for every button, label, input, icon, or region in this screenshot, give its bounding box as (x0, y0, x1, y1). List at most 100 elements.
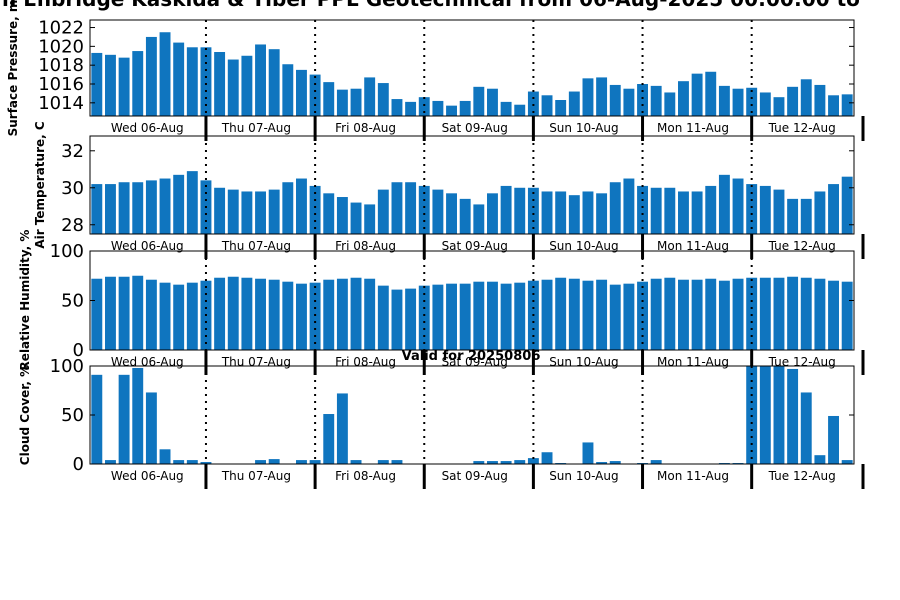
bar (828, 95, 839, 116)
bar (828, 184, 839, 234)
bar (173, 42, 185, 117)
day-label: Tue 12-Aug (768, 469, 836, 483)
y-tick-label: 1016 (38, 74, 84, 95)
bar (255, 460, 266, 464)
bar (541, 279, 553, 350)
bar (718, 280, 730, 350)
plot-frame (89, 19, 855, 117)
bar (473, 86, 485, 116)
bar (746, 184, 758, 234)
y-tick-label: 32 (61, 141, 84, 162)
bar (350, 460, 362, 464)
bar (623, 88, 635, 116)
bar (473, 281, 485, 350)
bar (596, 77, 608, 116)
bar (446, 105, 457, 116)
bar (841, 94, 853, 116)
bar (473, 204, 485, 234)
bar (527, 91, 539, 116)
bar (705, 71, 717, 116)
bar (773, 366, 785, 464)
day-label: Wed 06-Aug (111, 469, 184, 483)
bar (214, 277, 226, 350)
bar (596, 462, 608, 464)
bar (418, 185, 430, 234)
bar (527, 458, 539, 464)
bar (664, 187, 676, 234)
bar (787, 86, 799, 116)
y-axis-label: Cloud Cover, % (18, 365, 32, 465)
bar (118, 57, 130, 116)
bar (105, 54, 116, 116)
bar (446, 193, 457, 234)
bar (514, 187, 526, 234)
bar (364, 77, 376, 116)
bar (241, 55, 253, 116)
y-axis-label: Surface Pressure, m (6, 0, 20, 136)
bar (364, 278, 376, 350)
bar (732, 88, 744, 116)
bar (377, 189, 389, 234)
day-label: Fri 08-Aug (335, 469, 396, 483)
bar (350, 277, 362, 350)
bar (159, 178, 171, 234)
bar (759, 92, 771, 116)
bar (159, 282, 171, 350)
bar (582, 78, 594, 116)
bar (391, 289, 403, 350)
bar (691, 73, 703, 116)
bar (268, 49, 280, 116)
bar (759, 185, 771, 234)
day-label: Wed 06-Aug (111, 239, 184, 253)
bar (841, 460, 853, 464)
day-label: Thu 07-Aug (221, 355, 291, 369)
bar (323, 82, 335, 116)
bar (650, 460, 662, 464)
bar (336, 89, 348, 116)
bar (132, 367, 144, 464)
bar (91, 374, 103, 464)
bar (487, 193, 498, 234)
day-label: Sun 10-Aug (549, 469, 618, 483)
bar (609, 284, 621, 350)
bar (405, 101, 417, 116)
bar (759, 366, 771, 464)
bar (145, 36, 157, 116)
bar (500, 283, 512, 350)
bar (568, 195, 580, 234)
bar (828, 415, 839, 464)
plot-frame (89, 135, 855, 235)
bar (132, 51, 144, 117)
bar (568, 91, 580, 116)
y-tick-label: 1014 (38, 93, 84, 114)
chart-title: n Enbridge Kaskida & Tiber PPL Geotechni… (2, 0, 860, 11)
bar (664, 92, 676, 116)
bar (705, 185, 717, 234)
bar (623, 178, 635, 234)
bar (459, 198, 471, 234)
bar (336, 278, 348, 350)
bar (650, 187, 662, 234)
day-label: Fri 08-Aug (335, 239, 396, 253)
bar (432, 189, 444, 234)
bar (282, 182, 294, 234)
day-label: Thu 07-Aug (221, 469, 291, 483)
day-label: Sat 09-Aug (442, 239, 508, 253)
bar (173, 284, 185, 350)
bar (746, 87, 758, 116)
bar (186, 171, 198, 234)
bar (568, 278, 580, 350)
day-label: Tue 12-Aug (768, 239, 836, 253)
bar (718, 174, 730, 234)
bar (145, 279, 157, 350)
bar (487, 88, 498, 116)
bar (596, 193, 608, 234)
bar (787, 198, 799, 234)
y-tick-label: 50 (61, 291, 84, 312)
bar (541, 452, 553, 464)
bar (650, 85, 662, 116)
y-tick-label: 100 (50, 356, 84, 377)
bar (91, 52, 103, 116)
bar (800, 277, 812, 350)
bar (214, 187, 226, 234)
